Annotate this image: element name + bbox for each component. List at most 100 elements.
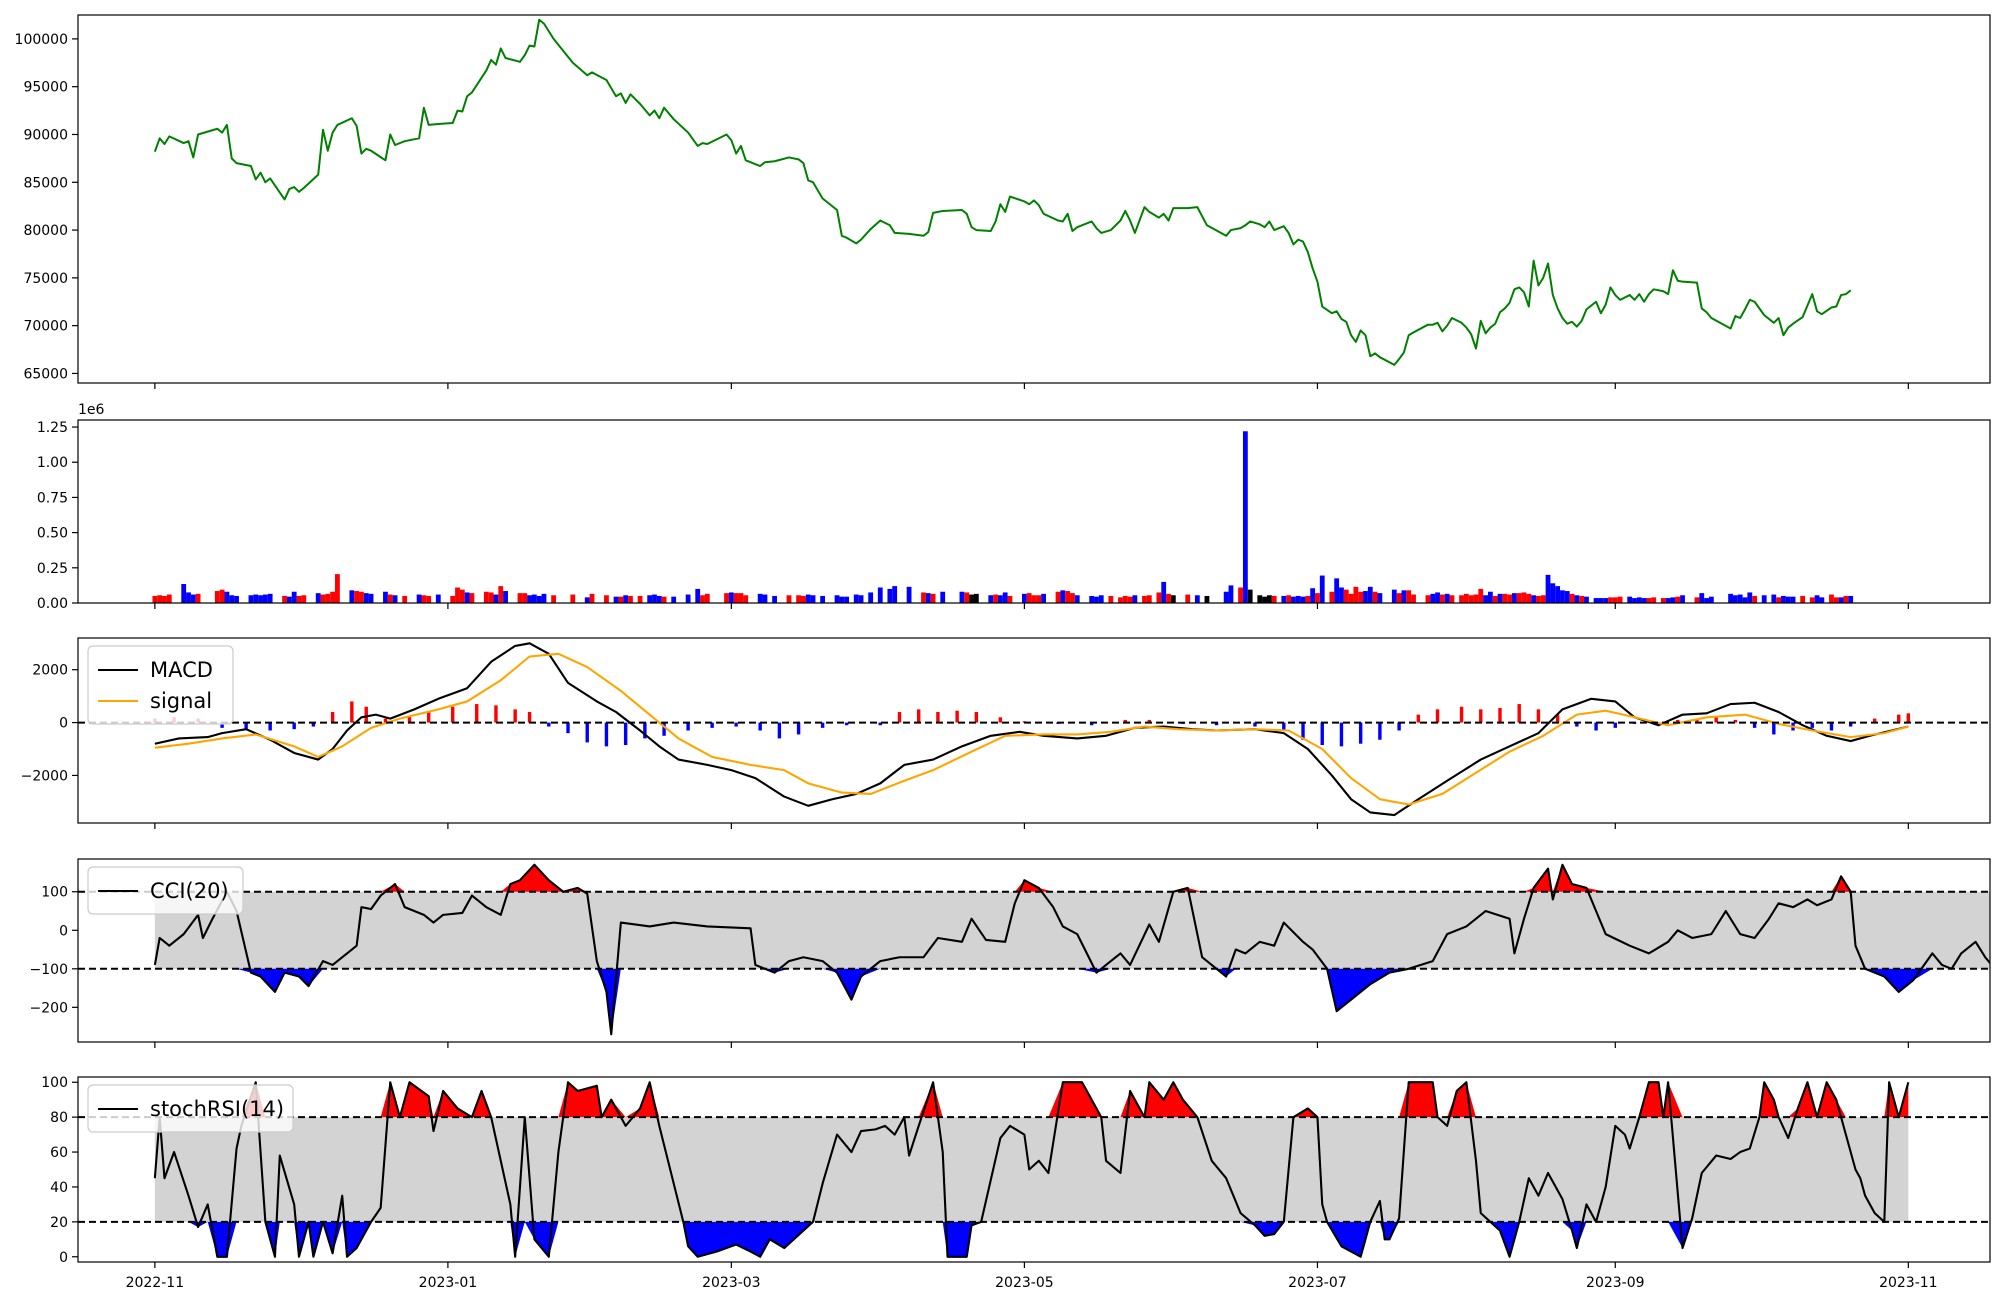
price-panel: 65000 70000 75000 80000 85000 90000 95000 10000… (15, 14, 1991, 389)
volume-bar (618, 596, 624, 603)
volume-bar (166, 594, 172, 603)
cci-panel: −200 −100 0 100 CCI(20) (30, 858, 1991, 1048)
volume-bar (359, 591, 364, 603)
volume-bar (1439, 594, 1445, 603)
xtick-label: 2023-05 (995, 1275, 1054, 1291)
volume-bar (810, 595, 816, 603)
macd-histogram-bar (1873, 718, 1877, 723)
volume-bar (1041, 593, 1047, 603)
volume-bar (604, 595, 609, 603)
volume-bar (1310, 588, 1316, 603)
macd-histogram-bar (1752, 722, 1757, 728)
macd-histogram-bar (383, 718, 388, 723)
volume-bar (1742, 597, 1748, 603)
volume-ytick-label: 1.25 (37, 420, 68, 436)
volume-bar (0, 597, 5, 603)
volume-bar (195, 593, 201, 603)
volume-bar (997, 595, 1003, 603)
volume-ytick-label: 1.00 (37, 455, 68, 471)
volume-bar (459, 589, 465, 603)
macd-histogram-bar (936, 712, 940, 723)
macd-histogram-bar (585, 722, 589, 743)
volume-bar (1838, 597, 1844, 603)
volume-bar (1781, 595, 1786, 603)
volume-bar (1699, 593, 1705, 603)
volume-bar (1516, 593, 1522, 603)
volume-bar (1348, 593, 1354, 603)
volume-bar (570, 594, 576, 603)
volume-bar (959, 591, 965, 603)
volume-bar (1593, 598, 1599, 603)
macd-histogram-bar (1147, 719, 1151, 723)
macd-plot-area (78, 642, 1990, 817)
volume-frame (77, 419, 1991, 604)
macd-histogram-bar (1594, 722, 1598, 731)
macd-histogram-bar (268, 722, 272, 731)
macd-histogram-bar (796, 722, 801, 735)
volume-bar (1507, 594, 1512, 603)
volume-bar (772, 595, 777, 603)
volume-bar (839, 596, 845, 603)
macd-histogram-bar (364, 706, 368, 723)
stochrsi-oversold-fill (154, 1221, 1909, 1257)
volume-bar (181, 583, 187, 603)
cci-plot-area (78, 863, 1990, 1036)
volume-bar (286, 596, 292, 603)
volume-bar (695, 588, 701, 603)
macd-histogram-bar (1378, 722, 1382, 740)
cci-ytick-label: 0 (59, 923, 68, 939)
xtick-label: 2023-09 (1586, 1275, 1645, 1291)
volume-bar (503, 591, 508, 603)
volume-bar (541, 593, 547, 603)
macd-ytick-label: 0 (59, 716, 68, 732)
volume-bar (1569, 593, 1575, 603)
macd-histogram-bar (1282, 722, 1286, 731)
macd-histogram-bar (1123, 719, 1127, 723)
cci-legend-box (87, 866, 244, 915)
volume-bar (973, 593, 979, 603)
volume-bar (1843, 595, 1849, 603)
volume-bar (1396, 593, 1402, 603)
price-ytick-label: 65000 (23, 366, 68, 382)
volume-bar (786, 595, 792, 603)
volume-bar (1776, 597, 1782, 603)
volume-bar (853, 594, 859, 603)
volume-bar (392, 595, 398, 603)
volume-bar (925, 593, 931, 603)
volume-bar (796, 595, 802, 603)
volume-bar (387, 594, 393, 603)
macd-histogram-bar (426, 712, 431, 723)
macd-histogram-bar (777, 722, 782, 739)
macd-histogram-bar (311, 722, 316, 727)
volume-bar (1632, 598, 1637, 603)
volume-bar (1819, 597, 1825, 603)
volume-bar (1262, 596, 1267, 603)
volume-bar (1055, 591, 1061, 603)
macd-histogram-bar (1772, 722, 1776, 735)
macd-histogram-bar (623, 722, 628, 746)
volume-bar (0, 598, 5, 603)
cci-oversold-fill (154, 968, 1990, 1035)
volume-bar (1512, 593, 1517, 603)
volume-bar (743, 595, 749, 603)
volume-bar (704, 593, 710, 603)
macd-histogram-bar (1089, 722, 1094, 726)
volume-bar (1425, 595, 1431, 603)
volume-bar (1704, 598, 1709, 603)
volume-bar (1223, 591, 1229, 603)
cci-ytick-label: −100 (30, 962, 68, 978)
volume-bar (1574, 595, 1580, 603)
volume-bar (1118, 597, 1123, 603)
volume-bar (1617, 596, 1623, 603)
volume-bar (1319, 575, 1325, 603)
volume-bar (1257, 595, 1263, 603)
stochrsi-14-line (153, 1081, 1910, 1258)
volume-offset-label: 1e6 (78, 402, 105, 418)
stochrsi-frame (77, 1076, 1991, 1263)
xtick-label: 2023-07 (1288, 1275, 1347, 1291)
macd-histogram-bar (1301, 722, 1305, 740)
macd-histogram-bar (1555, 714, 1560, 723)
volume-bar (1021, 593, 1027, 603)
volume-bar (652, 594, 657, 603)
